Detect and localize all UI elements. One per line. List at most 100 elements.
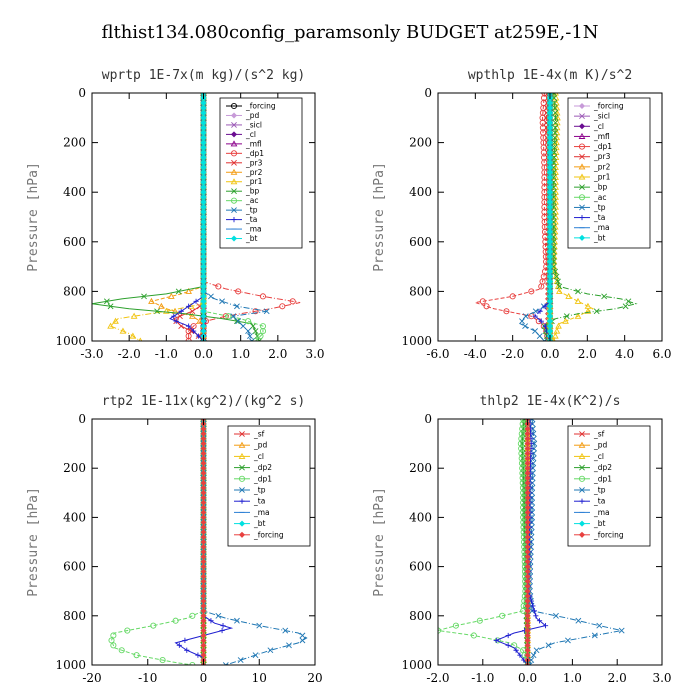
data-point: [493, 637, 499, 643]
x-tick-label: -20: [82, 671, 101, 685]
data-point: [531, 608, 537, 614]
legend-marker: [230, 112, 238, 119]
legend-marker: [578, 452, 586, 459]
chart-panels: wprtp 1E-7x(m kg)/(s^2 kg) Pressure [hPa]…: [26, 68, 672, 685]
legend-label: _pr3: [593, 152, 611, 161]
legend-label: _forcing: [593, 102, 624, 111]
data-point: [195, 333, 202, 339]
data-point: [520, 475, 527, 481]
legend-item: _sicl: [226, 120, 262, 129]
figure-title: flthist134.080config_paramsonly BUDGET a…: [101, 22, 598, 43]
data-point: [532, 328, 538, 334]
legend-label: _bt: [253, 519, 266, 528]
data-point: [505, 642, 511, 648]
legend-marker: [578, 132, 586, 139]
chart-panel-1: wprtp 1E-7x(m kg)/(s^2 kg) Pressure [hPa]…: [26, 68, 325, 361]
x-tick-label: 2.0: [578, 347, 597, 361]
chart-panel-3: rtp2 1E-11x(kg^2)/(kg^2 s) Pressure [hPa]…: [26, 394, 323, 685]
legend-item: _cl: [234, 452, 264, 461]
data-point: [521, 504, 527, 511]
y-tick-label: 800: [409, 284, 432, 298]
data-point: [622, 303, 629, 310]
data-point: [438, 627, 442, 634]
data-point: [299, 637, 306, 644]
legend-item: _dp1: [226, 149, 264, 158]
y-tick-label: 600: [409, 560, 432, 574]
data-point: [133, 652, 140, 659]
data-point: [528, 288, 535, 295]
data-point: [175, 288, 182, 295]
legend-item: _bt: [234, 519, 266, 528]
data-point: [240, 323, 247, 330]
legend-label: _pd: [245, 111, 260, 120]
data-point: [110, 632, 117, 639]
legend-box: [219, 97, 303, 249]
legend-label: _bp: [245, 187, 260, 196]
data-point: [552, 129, 558, 136]
legend-item: _ma: [574, 223, 610, 232]
legend-marker: [238, 452, 246, 459]
x-tick-label: 1.0: [563, 671, 582, 685]
data-point: [521, 509, 527, 516]
legend-item: _cl: [574, 122, 604, 131]
x-tick-label: 20: [307, 671, 322, 685]
chart-panel-4: thlp2 1E-4x(K^2)/s Pressure [hPa] -2.0 -1.0…: [372, 394, 672, 685]
legend-label: _forcing: [593, 530, 624, 539]
legend-item: _pr3: [226, 158, 263, 167]
legend: _forcing_pd_sicl_cl_mfl_dp1_pr3_pr2_pr1_…: [219, 97, 303, 249]
legend-item: _ta: [234, 497, 265, 506]
data-point: [200, 419, 207, 422]
legend-label: _pr2: [245, 168, 263, 177]
data-point: [230, 313, 237, 320]
data-point: [513, 647, 519, 653]
data-point: [519, 318, 525, 325]
data-point: [552, 109, 559, 116]
legend-item: _mfl: [226, 139, 262, 148]
data-point: [563, 313, 570, 320]
data-point: [520, 480, 527, 486]
series-group: [475, 93, 638, 341]
data-point: [171, 313, 177, 319]
data-point: [541, 338, 548, 341]
data-point: [259, 293, 267, 300]
legend-item: _forcing: [574, 102, 624, 111]
legend-label: _tp: [593, 486, 606, 495]
data-point: [107, 322, 114, 329]
legend-label: _sicl: [593, 112, 610, 121]
data-point: [553, 273, 560, 280]
legend-item: _sicl: [574, 112, 610, 121]
legend-label: _ma: [245, 225, 262, 234]
data-point: [176, 642, 182, 648]
legend-marker: [230, 168, 238, 175]
y-tick-label: 1000: [401, 658, 432, 672]
data-point: [530, 460, 537, 467]
data-point: [267, 647, 274, 654]
legend-marker: [579, 113, 585, 120]
data-point: [235, 288, 242, 295]
y-axis-label: Pressure [hPa]: [372, 162, 387, 272]
data-point: [189, 661, 196, 665]
series-bt: [200, 93, 207, 341]
data-point: [520, 421, 527, 427]
data-point: [237, 657, 244, 663]
panel-title: wprtp 1E-7x(m kg)/(s^2 kg): [102, 68, 306, 83]
legend-item: _pr2: [226, 168, 263, 177]
x-tick-label: 0.0: [194, 347, 213, 361]
legend-marker: [578, 441, 586, 448]
data-point: [178, 323, 185, 330]
data-point: [200, 662, 207, 665]
panel-title: thlp2 1E-4x(K^2)/s: [480, 394, 621, 409]
x-tick-label: 6.0: [652, 347, 671, 361]
data-point: [208, 618, 214, 624]
data-point: [234, 617, 240, 624]
legend-label: _dp1: [253, 474, 272, 483]
series-pr2: [148, 93, 207, 341]
data-point: [177, 313, 183, 320]
legend-label: _dp2: [593, 463, 612, 472]
legend-item: _pr1: [226, 177, 263, 186]
legend-item: _ac: [226, 196, 258, 205]
data-point: [452, 622, 459, 629]
legend-label: _tp: [245, 206, 258, 215]
legend-item: _dp2: [574, 463, 612, 472]
legend-item: _cl: [574, 452, 604, 461]
